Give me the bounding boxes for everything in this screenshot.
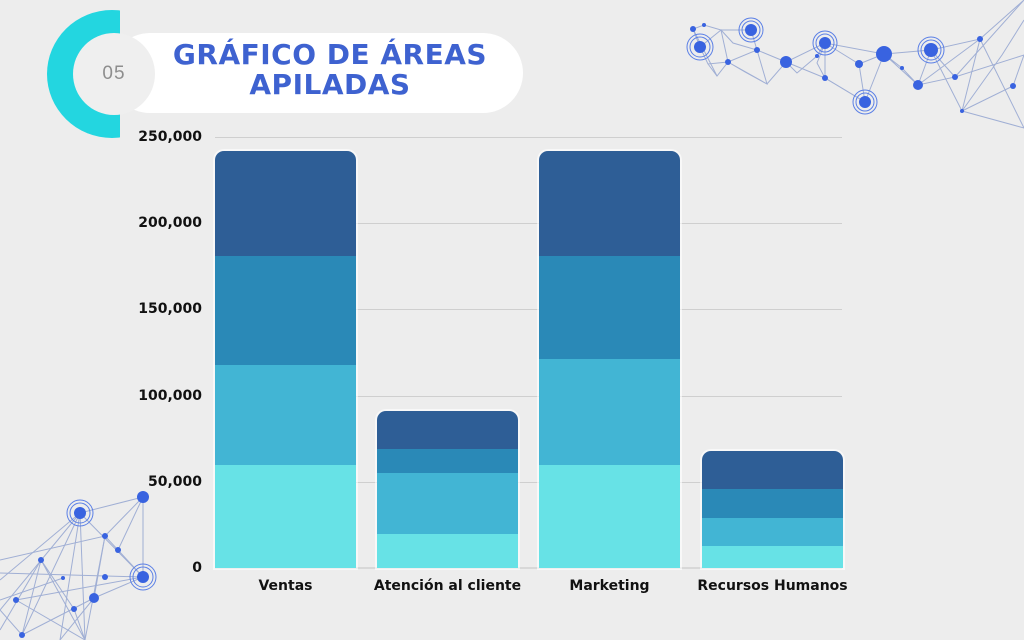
- bar-segment: [539, 359, 680, 465]
- bar-segment: [539, 255, 680, 360]
- bar-segment: [215, 255, 356, 365]
- chart-title-line1: GRÁFICO DE ÁREAS: [172, 38, 488, 71]
- bar-segment: [377, 533, 518, 568]
- title-pill: [110, 33, 523, 113]
- y-axis-tick-label: 50,000: [147, 473, 202, 490]
- x-axis-category-label: Ventas: [258, 578, 313, 594]
- section-number-text: 05: [102, 63, 126, 84]
- section-number: 05: [73, 33, 155, 115]
- bar-segment: [377, 473, 518, 534]
- gridline: [215, 223, 842, 224]
- y-axis-tick-label: 200,000: [138, 215, 202, 232]
- y-axis-tick-label: 0: [192, 560, 202, 576]
- chart-title-line2: APILADAS: [249, 68, 411, 101]
- x-axis-category-label: Atención al cliente: [373, 578, 522, 594]
- bar-marketing[interactable]: [539, 150, 680, 568]
- y-axis-tick-label: 100,000: [138, 387, 202, 404]
- gridline: [215, 309, 842, 310]
- gridline: [215, 482, 842, 483]
- y-axis-tick-label: 250,000: [138, 129, 202, 145]
- bar-segment: [702, 450, 843, 489]
- bar-segment: [215, 150, 356, 256]
- network-decoration-bottom-left-icon: [0, 491, 157, 640]
- bar-segment: [215, 464, 356, 568]
- bar-recursos-humanos[interactable]: [702, 450, 843, 568]
- bar-segment: [702, 518, 843, 546]
- gridline: [215, 396, 842, 397]
- bar-atención-al-cliente[interactable]: [377, 411, 518, 568]
- x-axis-category-label: Recursos Humanos: [697, 578, 848, 594]
- bar-segment: [377, 449, 518, 474]
- bar-segment: [215, 364, 356, 465]
- bar-segment: [702, 488, 843, 518]
- bar-ventas[interactable]: [215, 150, 356, 568]
- network-decoration-top-right-icon: [686, 0, 1024, 129]
- bar-segment: [539, 464, 680, 568]
- y-axis-tick-label: 150,000: [138, 301, 202, 318]
- bar-segment: [702, 545, 843, 568]
- x-axis-baseline: [215, 567, 842, 569]
- x-axis-category-label: Marketing: [569, 578, 650, 594]
- chart-title: GRÁFICO DE ÁREAS APILADAS: [150, 40, 510, 100]
- bar-segment: [377, 411, 518, 450]
- bar-segment: [539, 150, 680, 256]
- gridline: [215, 137, 842, 138]
